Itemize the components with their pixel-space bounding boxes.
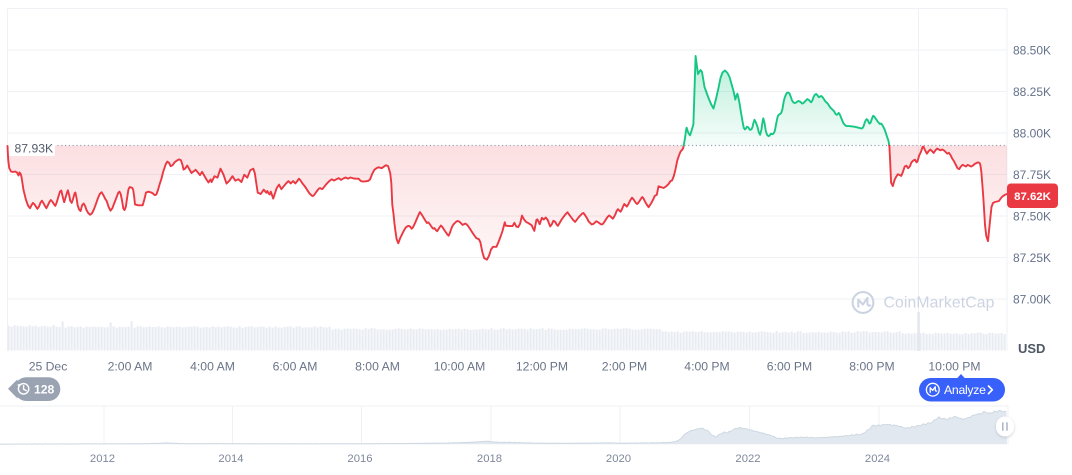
svg-text:2:00 AM: 2:00 AM — [108, 360, 153, 374]
svg-text:2014: 2014 — [218, 453, 243, 465]
svg-text:2018: 2018 — [477, 453, 502, 465]
svg-text:87.62K: 87.62K — [1014, 191, 1052, 203]
svg-text:4:00 AM: 4:00 AM — [190, 360, 235, 374]
svg-text:88.00K: 88.00K — [1013, 126, 1051, 140]
svg-text:4:00 PM: 4:00 PM — [684, 360, 729, 374]
svg-text:2024: 2024 — [865, 453, 890, 465]
svg-text:6:00 PM: 6:00 PM — [767, 360, 812, 374]
svg-text:88.50K: 88.50K — [1013, 43, 1051, 57]
svg-text:2:00 PM: 2:00 PM — [602, 360, 647, 374]
svg-text:2012: 2012 — [90, 453, 115, 465]
svg-text:10:00 PM: 10:00 PM — [928, 360, 980, 374]
svg-text:88.25K: 88.25K — [1013, 85, 1051, 99]
svg-text:Analyze: Analyze — [944, 383, 986, 397]
svg-text:87.50K: 87.50K — [1013, 209, 1051, 223]
svg-text:87.75K: 87.75K — [1013, 168, 1051, 182]
svg-text:2016: 2016 — [347, 453, 372, 465]
svg-text:12:00 PM: 12:00 PM — [516, 360, 568, 374]
svg-text:CoinMarketCap: CoinMarketCap — [884, 295, 995, 312]
svg-text:2022: 2022 — [735, 453, 760, 465]
svg-text:87.93K: 87.93K — [15, 142, 54, 156]
svg-text:25 Dec: 25 Dec — [29, 360, 68, 374]
svg-text:USD: USD — [1018, 341, 1045, 356]
svg-text:87.00K: 87.00K — [1013, 292, 1051, 306]
svg-text:6:00 AM: 6:00 AM — [273, 360, 318, 374]
svg-text:128: 128 — [34, 382, 55, 396]
svg-text:2020: 2020 — [606, 453, 631, 465]
svg-text:87.25K: 87.25K — [1013, 251, 1051, 265]
svg-text:8:00 PM: 8:00 PM — [849, 360, 894, 374]
svg-text:8:00 AM: 8:00 AM — [355, 360, 400, 374]
svg-text:10:00 AM: 10:00 AM — [434, 360, 486, 374]
